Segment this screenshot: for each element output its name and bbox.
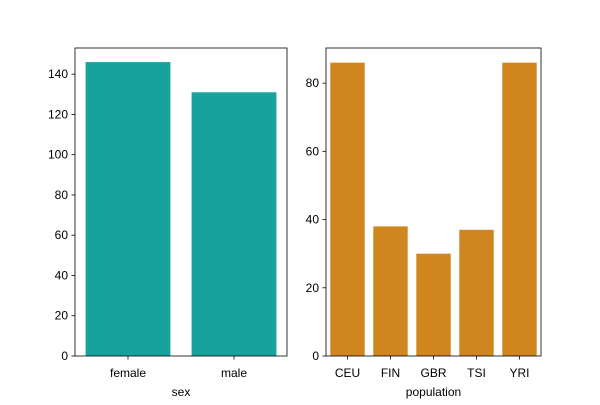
y-tick-label: 40 bbox=[55, 268, 69, 282]
y-tick-label: 100 bbox=[48, 148, 68, 162]
x-tick-label: male bbox=[221, 366, 247, 380]
y-tick-label: 20 bbox=[55, 309, 69, 323]
y-tick-label: 60 bbox=[306, 144, 320, 158]
y-tick-label: 60 bbox=[55, 228, 69, 242]
subplot-2: 0 20 40 60 80 CEU FIN GBR TSI YRI population bbox=[306, 47, 542, 399]
x-tick-label: TSI bbox=[467, 366, 486, 380]
bar-yri bbox=[502, 62, 537, 357]
bar-female bbox=[85, 62, 171, 357]
y-tick-label: 140 bbox=[48, 67, 68, 81]
x-axis-label: population bbox=[406, 385, 461, 399]
y-tick-label: 0 bbox=[312, 349, 319, 363]
bar-ceu bbox=[330, 62, 365, 357]
y-tick-label: 120 bbox=[48, 107, 68, 121]
bar-tsi bbox=[459, 229, 494, 356]
subplot-1: 0 20 40 60 80 100 120 140 female male sex bbox=[48, 47, 288, 399]
x-tick-label: female bbox=[110, 366, 146, 380]
x-tick-label: GBR bbox=[420, 366, 446, 380]
x-axis-label: sex bbox=[172, 385, 191, 399]
y-tick-label: 0 bbox=[61, 349, 68, 363]
x-tick-label: CEU bbox=[335, 366, 360, 380]
y-tick-label: 80 bbox=[55, 188, 69, 202]
x-tick-label: YRI bbox=[509, 366, 529, 380]
bar-gbr bbox=[416, 253, 451, 356]
x-tick-label: FIN bbox=[381, 366, 400, 380]
y-tick-label: 20 bbox=[306, 281, 320, 295]
bar-fin bbox=[373, 226, 408, 356]
axes-frame bbox=[74, 47, 288, 357]
y-tick-label: 40 bbox=[306, 213, 320, 227]
bar-male bbox=[191, 92, 277, 356]
y-tick-label: 80 bbox=[306, 76, 320, 90]
